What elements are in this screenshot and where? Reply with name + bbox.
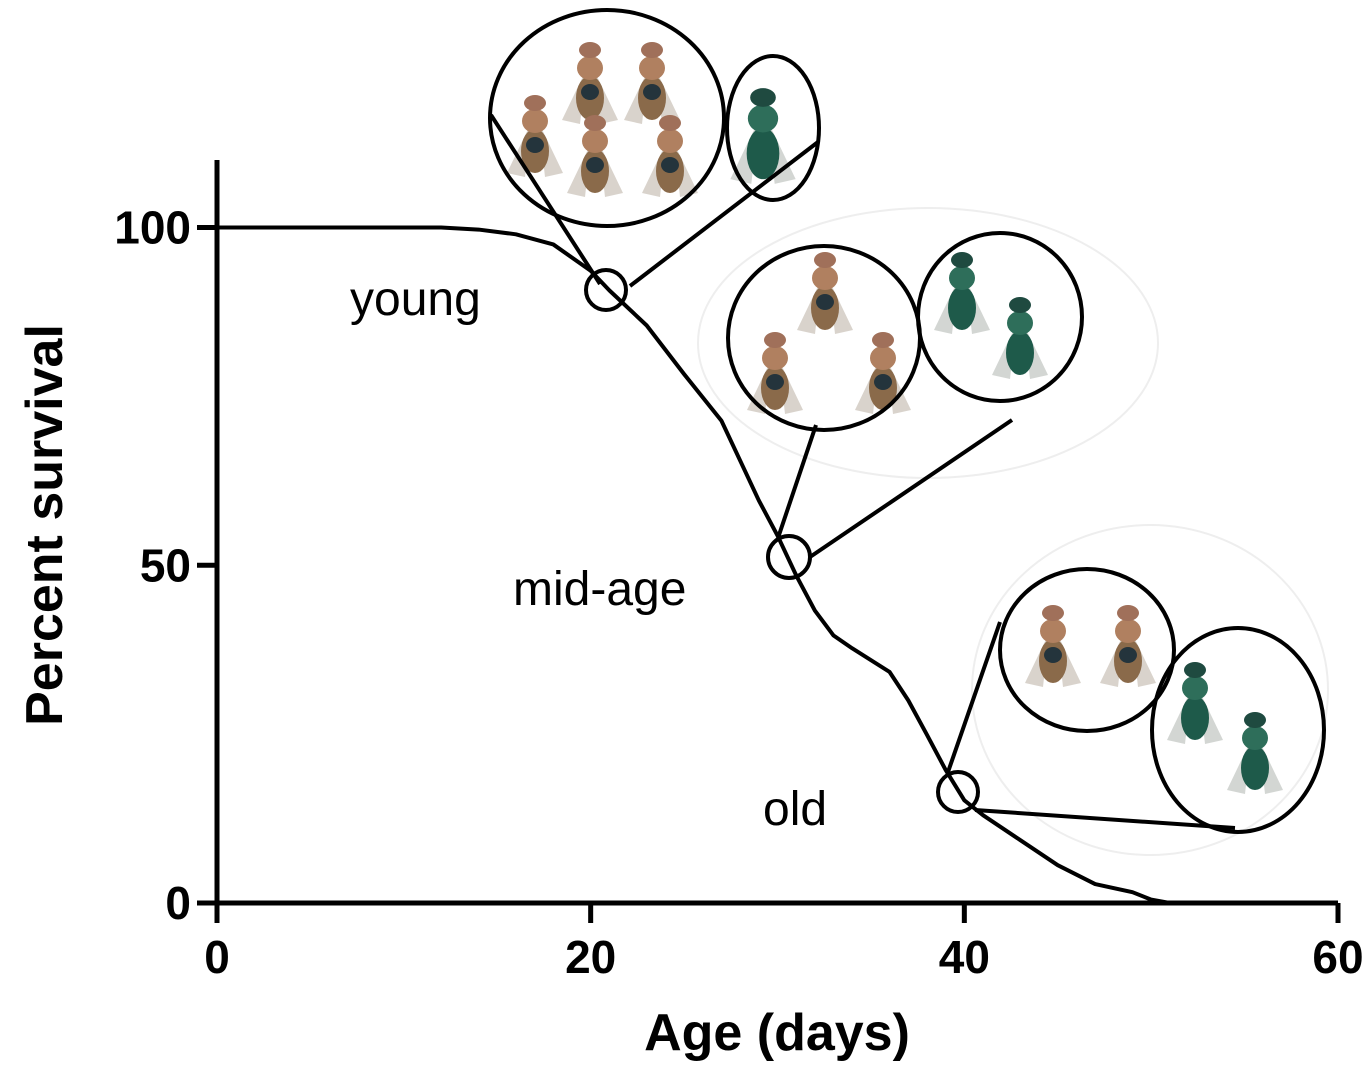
callout-circle [488,8,726,228]
y-tick-label: 50 [140,539,191,591]
callout-line [489,113,602,286]
callout-circle [998,567,1176,733]
point-marker [584,268,628,312]
callout-line [776,424,818,539]
y-axis-label: Percent survival [16,324,74,726]
x-axis-label: Age (days) [644,1004,910,1062]
callout-circle [1150,626,1326,834]
callout-line [808,418,1014,559]
survival-line [217,225,1171,905]
x-tick-label: 60 [1312,931,1363,983]
x-tick-label: 40 [939,931,990,983]
callout-line [946,621,1002,773]
annotation: young [350,273,481,326]
halo [971,524,1329,856]
y-tick-label: 0 [165,877,191,929]
callout-circle [916,231,1084,403]
callouts [488,8,1329,856]
callout-line [628,140,820,288]
x-tick-label: 0 [204,931,230,983]
annotation: old [763,783,827,836]
y-tick-label: 100 [114,202,191,254]
point-marker [936,770,980,814]
callout-circle [725,54,821,202]
x-tick-label: 20 [565,931,616,983]
callout-line [974,808,1236,830]
annotation: mid-age [513,563,686,616]
